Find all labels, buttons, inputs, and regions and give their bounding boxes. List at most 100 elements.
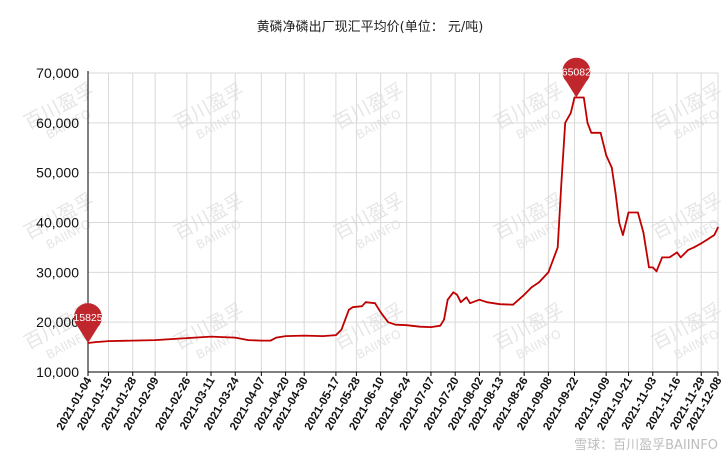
data-point: [284, 335, 287, 337]
data-point: [618, 221, 621, 224]
pin-label: 65082: [562, 67, 591, 79]
data-point: [154, 339, 156, 341]
data-point: [614, 191, 617, 194]
data-point: [351, 306, 354, 309]
data-point: [394, 323, 397, 326]
data-point: [530, 286, 533, 289]
watermark: 百川盈孚BAIINFO: [490, 299, 567, 362]
data-point: [605, 154, 607, 157]
data-point: [446, 298, 449, 301]
data-point: [523, 293, 525, 296]
data-point: [560, 181, 563, 184]
data-point: [637, 211, 639, 214]
data-point: [512, 303, 514, 306]
data-point: [348, 308, 350, 311]
footer-watermark: 雪球：百川盈孚BAIINFO: [574, 438, 718, 453]
watermark: 百川盈孚BAIINFO: [648, 189, 725, 252]
watermark: 百川盈孚BAIINFO: [170, 189, 247, 252]
data-point: [651, 266, 654, 269]
data-point: [564, 122, 566, 124]
data-point: [573, 96, 576, 99]
data-point: [700, 242, 703, 245]
data-point: [335, 334, 337, 336]
data-point: [131, 339, 134, 342]
data-point: [405, 324, 408, 326]
data-point: [569, 112, 572, 114]
series-layer: [87, 96, 719, 344]
watermark: 百川盈孚BAIINFO: [330, 79, 407, 142]
y-tick-label: 40,000: [36, 215, 79, 231]
data-point: [234, 336, 237, 339]
data-point: [679, 256, 682, 259]
data-point: [469, 302, 471, 305]
data-point: [627, 211, 630, 214]
data-point: [590, 132, 593, 134]
x-axis-ticks: 2021-01-042021-01-152021-01-282021-02-09…: [55, 372, 725, 432]
data-point: [185, 337, 188, 339]
data-point: [430, 326, 432, 328]
data-point: [687, 249, 689, 251]
data-point: [322, 335, 324, 337]
data-point: [538, 281, 540, 284]
data-point: [247, 339, 250, 341]
chart-title: 黄磷净磷出厂现汇平均价(单位： 元/吨): [257, 20, 484, 35]
data-point: [94, 341, 97, 343]
y-tick-label: 30,000: [36, 264, 79, 280]
y-axis-ticks: 10,000 20,000 30,000 40,000 50,000 60,000 70,0…: [36, 65, 79, 380]
data-point: [661, 256, 663, 259]
data-point: [210, 335, 212, 338]
watermark: 百川盈孚BAIINFO: [20, 79, 97, 142]
data-point: [556, 246, 559, 249]
data-point: [655, 270, 658, 273]
data-point: [303, 334, 306, 337]
data-point: [622, 234, 624, 236]
data-point: [275, 336, 278, 339]
data-point: [478, 298, 481, 301]
data-point: [713, 234, 716, 236]
max-min-pin: 65082: [562, 57, 591, 98]
pin-label: 15825: [73, 312, 102, 324]
data-point: [547, 271, 550, 274]
data-point: [692, 246, 695, 249]
data-point: [340, 328, 343, 331]
data-point: [610, 166, 613, 169]
data-point: [465, 296, 468, 299]
watermark: 百川盈孚BAIINFO: [170, 299, 247, 362]
data-point: [443, 318, 445, 321]
max-min-pin: 15825: [73, 303, 103, 343]
data-point: [582, 96, 585, 99]
data-point: [668, 256, 671, 259]
y-tick-label: 70,000: [36, 65, 79, 81]
data-point: [599, 132, 602, 134]
pin-shape: [562, 57, 591, 98]
data-point: [452, 291, 455, 294]
watermark: 百川盈孚BAIINFO: [330, 189, 407, 252]
data-point: [269, 339, 272, 342]
annotation-pins: 15825 65082: [73, 57, 591, 343]
data-point: [260, 339, 263, 342]
data-point: [374, 302, 376, 305]
data-point: [379, 311, 382, 314]
data-point: [439, 324, 442, 327]
data-point: [706, 239, 708, 241]
watermark: 百川盈孚BAIINFO: [490, 79, 567, 142]
data-point: [486, 301, 488, 304]
watermark: 百川盈孚BAIINFO: [330, 299, 407, 362]
data-point: [586, 122, 589, 124]
pin-shape: [74, 303, 102, 343]
y-tick-label: 10,000: [36, 364, 79, 380]
data-point: [676, 251, 678, 254]
data-point: [107, 340, 110, 342]
data-point: [364, 301, 367, 304]
watermark: 百川盈孚BAIINFO: [648, 79, 725, 142]
data-point: [456, 293, 458, 296]
y-tick-label: 20,000: [36, 314, 79, 330]
watermark: 百川盈孚BAIINFO: [170, 79, 247, 142]
data-point: [361, 305, 363, 308]
watermark: 百川盈孚BAIINFO: [648, 299, 725, 362]
data-point: [499, 303, 501, 306]
data-point: [87, 342, 89, 344]
y-tick-label: 50,000: [36, 165, 79, 181]
data-point: [717, 226, 719, 229]
